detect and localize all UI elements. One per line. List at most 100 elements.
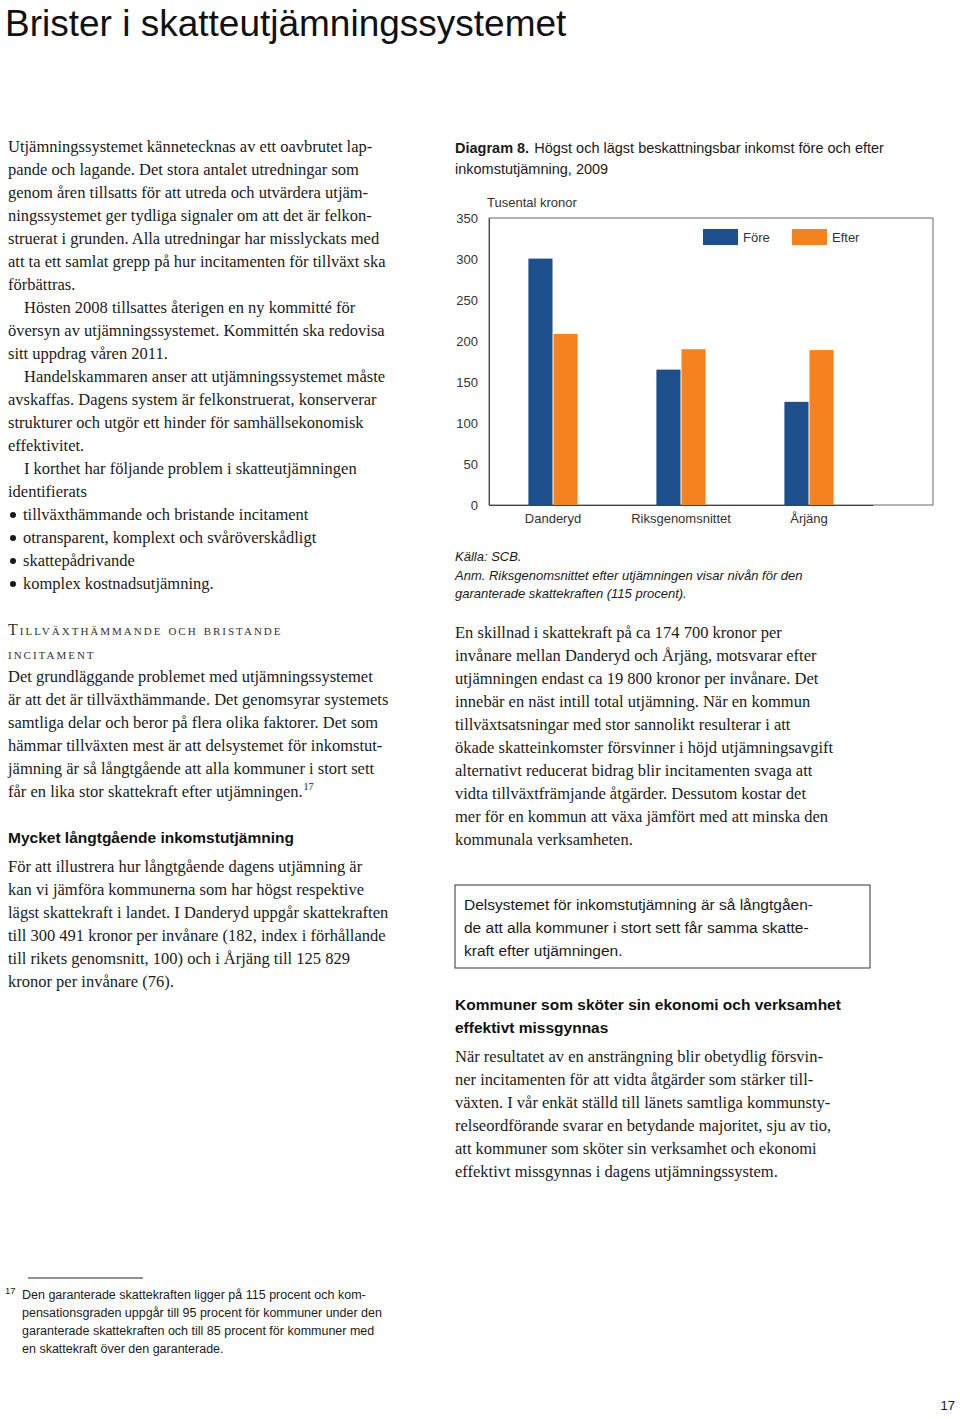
y-tick-label: 150	[456, 375, 478, 390]
footnote-line: garanterade skattekraften och till 85 pr…	[22, 1324, 374, 1338]
y-tick: 0	[471, 498, 489, 513]
paragraph-line: I korthet har följande problem i skatteu…	[24, 459, 357, 478]
legend-label: Före	[743, 230, 770, 245]
paragraph-line: En skillnad i skattekraft på ca 174 700 …	[455, 623, 782, 642]
paragraph-line: översyn av utjämningssystemet. Kommittén…	[8, 321, 385, 340]
chart-source: Källa: SCB.	[455, 549, 521, 564]
legend-label: Efter	[832, 230, 860, 245]
paragraph-line: att kommuner som sköter sin verksamhet o…	[455, 1139, 817, 1158]
chart-note: Anm. Riksgenomsnittet efter utjämningen …	[454, 568, 803, 583]
x-axis: Danderyd Riksgenomsnittet Årjäng	[490, 505, 874, 526]
paragraph-line: Utjämningssystemet kännetecknas av ett o…	[8, 137, 372, 156]
list-item: tillväxthämmande och bristande incitamen…	[23, 505, 309, 524]
paragraph-line: avskaffas. Dagens system är felkonstruer…	[8, 390, 377, 409]
legend-swatch	[703, 229, 738, 245]
bullet	[10, 558, 16, 564]
plot-frame	[489, 218, 933, 505]
paragraph-line: kommunala verksamheten.	[455, 830, 633, 849]
paragraph-line: ökade skatteinkomster försvinner i höjd …	[455, 738, 833, 757]
paragraph-line: När resultatet av en ansträngning blir o…	[455, 1047, 823, 1066]
section-heading: Tillväxthämmande och bristande	[8, 621, 282, 638]
legend-swatch	[792, 229, 827, 245]
page: Brister i skatteutjämningssystemet Utjämn…	[0, 0, 960, 1419]
box-line: de att alla kommuner i stort sett får sa…	[464, 919, 809, 936]
paragraph-line: ner incitamenten för att vidta åtgärder …	[455, 1070, 813, 1089]
section-heading: incitament	[8, 645, 96, 662]
y-tick-label: 100	[456, 416, 478, 431]
paragraph-line: ningssystemet ger tydliga signaler om at…	[8, 206, 372, 225]
paragraph-line: identifierats	[8, 482, 87, 501]
x-tick-label: Årjäng	[790, 511, 828, 526]
chart-note: garanterade skattekraften (115 procent).	[455, 586, 687, 601]
y-tick-label: 0	[471, 498, 478, 513]
page-title: Brister i skatteutjämningssystemet	[5, 3, 567, 44]
y-tick-label: 250	[456, 293, 478, 308]
bullet	[10, 581, 16, 587]
subtitle-line: inkomstutjämning, 2009	[455, 161, 608, 177]
paragraph-line: lägst skattekraft i landet. I Danderyd u…	[8, 903, 388, 922]
y-tick-label: 350	[456, 211, 478, 226]
footnote-line: Den garanterade skattekraften ligger på …	[22, 1288, 366, 1302]
paragraph-line: kronor per invånare (76).	[8, 972, 174, 991]
box-line: kraft efter utjämningen.	[464, 942, 623, 959]
y-tick-label: 200	[456, 334, 478, 349]
paragraph-line: till rikets genomsnitt, 100) och i Årjän…	[8, 949, 350, 968]
y-tick: 50	[464, 457, 489, 472]
paragraph-line: sitt uppdrag våren 2011.	[8, 344, 168, 363]
subtitle-line: Högst och lägst beskattningsbar inkomst …	[534, 140, 884, 156]
paragraph-line: kan vi jämföra kommunerna som har högst …	[8, 880, 364, 899]
paragraph-line: jämning är så långtgående att alla kommu…	[7, 759, 375, 778]
footnote-line: pensationsgraden uppgår till 95 procent …	[22, 1306, 382, 1320]
paragraph-line: växten. I vår enkät ställd till länets s…	[455, 1093, 830, 1112]
paragraph-line: hämmar tillväxten mest är att delsysteme…	[8, 736, 382, 755]
chart-title: Diagram 8.	[455, 140, 529, 156]
footnote-rule	[28, 1278, 143, 1279]
bar	[682, 349, 706, 505]
subheading: Mycket långtgående inkomstutjämning	[8, 829, 294, 846]
y-tick-label: 50	[464, 457, 478, 472]
paragraph-line: pande och lagande. Det stora antalet utr…	[8, 160, 359, 179]
subheading: effektivt missgynnas	[455, 1019, 608, 1036]
x-tick: Årjäng	[790, 505, 828, 526]
box-line: Delsystemet för inkomstutjämning är så l…	[464, 896, 813, 913]
y-tick: 150	[456, 375, 489, 390]
subheading: Kommuner som sköter sin ekonomi och verk…	[455, 996, 841, 1013]
list-item: komplex kostnadsutjämning.	[23, 574, 214, 593]
paragraph-line: är att det är tillväxthämmande. Det geno…	[8, 690, 388, 709]
list-item: otransparent, komplext och svåröverskådl…	[23, 528, 317, 547]
x-tick-label: Riksgenomsnittet	[631, 511, 731, 526]
y-tick: 100	[456, 416, 489, 431]
bar	[810, 350, 834, 505]
bars	[528, 259, 833, 505]
legend: Före Efter	[703, 229, 860, 245]
x-axis-line	[490, 505, 874, 506]
paragraph-line: utjämningen endast ca 19 800 kronor per …	[455, 669, 819, 688]
paragraph-line: mer för en kommun att växa jämfört med a…	[455, 807, 828, 826]
paragraph-line: struerat i grunden. Alla utredningar har…	[8, 229, 380, 248]
y-tick-label: 300	[456, 252, 478, 267]
y-axis-title: Tusental kronor	[487, 195, 578, 210]
footnote-number: 17	[5, 1285, 16, 1296]
bar	[656, 370, 680, 505]
quote-box	[455, 885, 870, 968]
footnote-ref: 17	[304, 781, 314, 792]
list-item: skattepådrivande	[23, 551, 135, 570]
y-axis: 0 50 100 150 200 250 300 350	[456, 211, 489, 513]
x-tick: Danderyd	[525, 505, 581, 526]
paragraph-line: tillväxtsatsningar med stor sannolikt re…	[455, 715, 791, 734]
footnote-line: en skattekraft över den garanterade.	[22, 1342, 224, 1356]
bullet	[10, 535, 16, 541]
paragraph-line: invånare mellan Danderyd och Årjäng, mot…	[455, 646, 817, 665]
paragraph-line: För att illustrera hur långtgående dagen…	[8, 857, 363, 876]
paragraph-line: Det grundläggande problemet med utjämnin…	[8, 667, 373, 686]
paragraph-line: Handelskammaren anser att utjämningssyst…	[24, 367, 385, 386]
paragraph-line: effektivitet.	[8, 436, 84, 455]
bar	[528, 259, 552, 505]
paragraph-line: Hösten 2008 tillsattes återigen en ny ko…	[24, 298, 356, 317]
paragraph-line: innebär en näst intill total utjämning. …	[455, 692, 810, 711]
paragraph-line: att ta ett samlat grepp på hur incitamen…	[8, 252, 386, 271]
paragraph-line: förbättras.	[8, 275, 75, 294]
y-tick: 350	[456, 211, 489, 226]
paragraph-line: samtliga delar och beror på flera olika …	[8, 713, 378, 732]
paragraph-line: får en lika stor skattekraft efter utjäm…	[8, 782, 303, 801]
